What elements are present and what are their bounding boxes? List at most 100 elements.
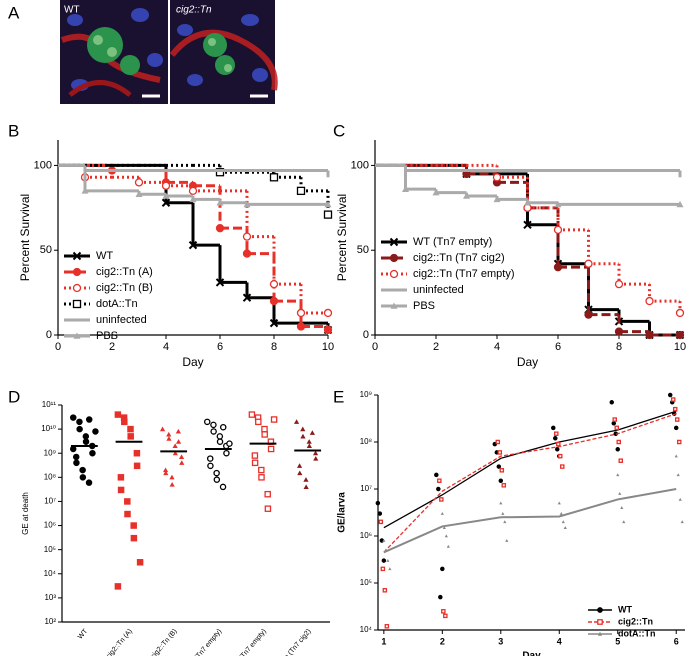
marker xyxy=(69,445,77,453)
marker xyxy=(114,583,122,590)
marker xyxy=(135,190,143,198)
marker xyxy=(501,483,507,488)
x-tick-label: 4 xyxy=(557,636,562,646)
marker xyxy=(436,486,441,492)
marker xyxy=(210,421,217,429)
x-tick-label: WT xyxy=(77,627,90,640)
x-tick-label: 10 xyxy=(322,341,334,353)
marker xyxy=(215,224,225,233)
marker xyxy=(389,237,399,247)
y-axis-label: Percent Survival xyxy=(335,194,349,281)
x-tick-label: 3 xyxy=(498,636,503,646)
y-tick-label: 10⁸ xyxy=(360,437,372,446)
marker xyxy=(380,566,386,572)
marker xyxy=(584,310,593,319)
marker xyxy=(434,472,439,478)
marker xyxy=(612,417,618,422)
marker xyxy=(645,330,654,340)
marker xyxy=(213,476,221,483)
x-tick-label: 4 xyxy=(163,341,169,353)
y-tick-label: 10⁸ xyxy=(44,472,56,481)
marker xyxy=(215,278,225,287)
marker xyxy=(667,392,673,398)
marker xyxy=(499,501,503,505)
x-tick-label: 2 xyxy=(440,636,445,646)
marker xyxy=(73,459,80,467)
y-tick-label: 10⁷ xyxy=(360,484,372,493)
y-tick-label: 100 xyxy=(351,159,369,171)
marker xyxy=(388,567,392,571)
marker xyxy=(269,318,279,328)
marker xyxy=(124,498,131,505)
y-tick-label: 0 xyxy=(363,329,369,341)
marker xyxy=(438,594,443,600)
x-tick-label: 8 xyxy=(616,341,622,353)
marker xyxy=(492,173,502,182)
marker xyxy=(264,490,271,498)
legend-label: uninfected xyxy=(413,284,464,296)
marker xyxy=(300,433,306,439)
marker xyxy=(207,462,214,470)
marker xyxy=(81,187,89,194)
marker xyxy=(269,279,279,289)
marker xyxy=(117,486,125,494)
legend-label: cig2::Tn (B) xyxy=(96,282,153,294)
marker xyxy=(261,431,268,438)
marker xyxy=(645,296,654,306)
marker xyxy=(616,439,622,445)
legend-label: dotA::Tn xyxy=(618,628,655,638)
marker xyxy=(251,459,259,467)
marker xyxy=(493,195,501,203)
x-axis-label: Day xyxy=(522,651,541,656)
marker xyxy=(251,452,259,459)
y-tick-label: 10⁵ xyxy=(360,578,372,587)
marker xyxy=(672,406,678,412)
marker xyxy=(188,186,198,196)
marker xyxy=(375,500,381,506)
marker xyxy=(597,607,603,613)
x-tick-label: 2 xyxy=(433,341,439,353)
series-line xyxy=(383,488,677,554)
marker xyxy=(159,426,166,432)
marker xyxy=(79,466,86,474)
marker xyxy=(264,505,272,512)
x-tick-label: 5 xyxy=(615,636,620,646)
marker xyxy=(622,520,626,524)
marker xyxy=(554,431,559,436)
marker xyxy=(216,438,224,445)
marker xyxy=(269,296,279,306)
marker xyxy=(69,414,77,421)
marker xyxy=(505,538,509,542)
marker xyxy=(76,425,83,433)
marker xyxy=(127,433,134,440)
legend-label: PBS xyxy=(413,300,435,312)
marker xyxy=(614,425,620,431)
y-tick-label: 10⁹ xyxy=(360,390,372,399)
marker xyxy=(134,178,144,187)
marker xyxy=(675,330,685,340)
marker xyxy=(443,613,448,619)
marker xyxy=(270,416,278,423)
panel-label: E xyxy=(333,387,344,406)
marker xyxy=(73,332,81,339)
legend-label: dotA::Tn xyxy=(96,298,138,310)
marker xyxy=(618,458,624,463)
marker xyxy=(670,397,676,402)
marker xyxy=(551,425,556,431)
marker xyxy=(175,428,181,434)
marker xyxy=(175,439,182,444)
marker xyxy=(390,302,398,309)
x-tick-label: 6 xyxy=(217,341,223,353)
y-tick-label: 10¹¹ xyxy=(42,400,57,409)
image-label: cig2::Tn xyxy=(176,5,212,16)
y-tick-label: 10³ xyxy=(44,593,56,602)
legend-label: uninfected xyxy=(96,314,147,326)
marker xyxy=(161,181,171,190)
marker xyxy=(377,511,383,516)
marker xyxy=(382,588,388,593)
image-label: WT xyxy=(64,5,80,16)
marker xyxy=(303,484,309,490)
marker xyxy=(89,449,96,457)
marker xyxy=(676,473,680,477)
marker xyxy=(172,450,178,456)
